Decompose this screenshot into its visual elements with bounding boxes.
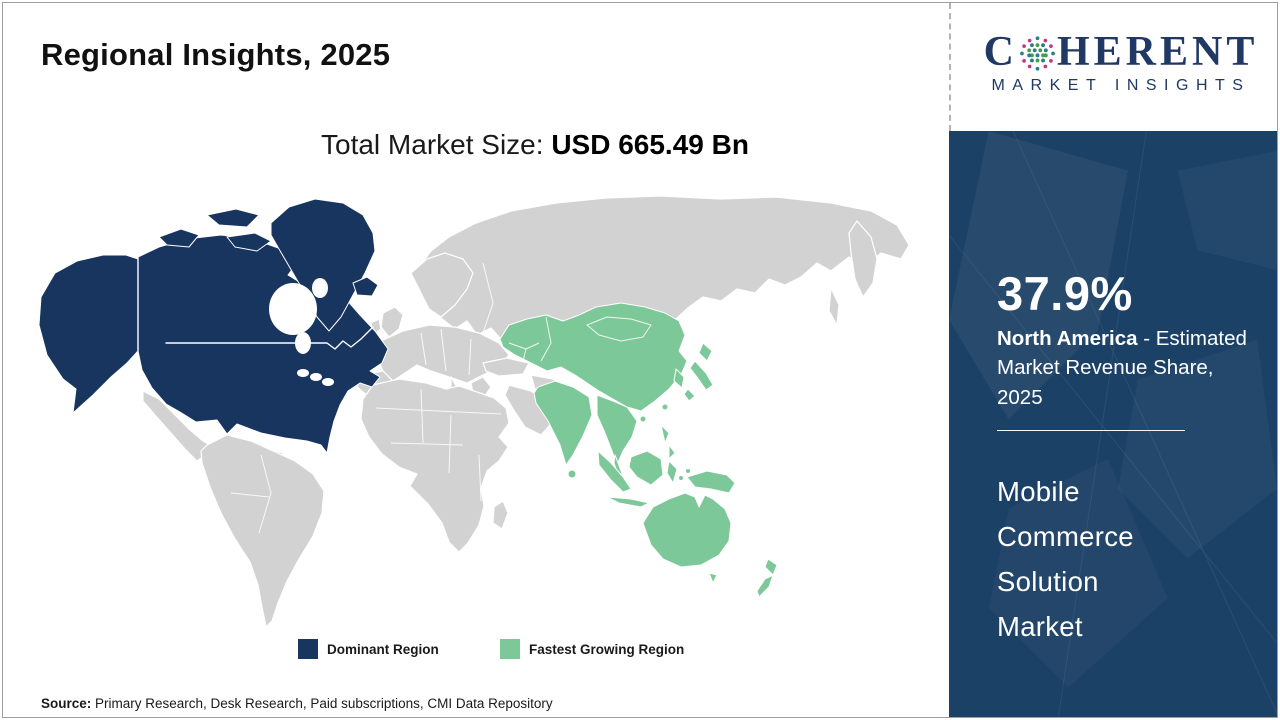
coherent-market-insights-logo: C HERENT MARKET INSIGHTS [975,31,1267,95]
legend-label-dominant: Dominant Region [327,641,439,657]
sidebar-divider [997,429,1185,431]
logo-wordmark: C HERENT [975,31,1267,73]
sidebar-content: 37.9% North America - Estimated Market R… [949,131,1277,649]
sidebar-map-texture [949,131,1277,717]
source-text: Primary Research, Desk Research, Paid su… [91,696,553,711]
legend-swatch-fastest-growing [500,639,520,659]
dashed-divider [949,3,951,131]
legend-item-fastest-growing: Fastest Growing Region [500,639,684,659]
logo-letter-c: C [983,29,1018,75]
legend-item-dominant: Dominant Region [298,639,439,659]
market-name: Mobile Commerce Solution Market [997,475,1134,642]
region-other-land [142,195,910,628]
right-sidebar: 37.9% North America - Estimated Market R… [949,131,1277,717]
region-north-america [38,198,389,454]
world-map [31,193,921,628]
source-label: Source: [41,696,92,711]
total-market-size-value: USD 665.49 Bn [551,129,749,160]
revenue-share-value: 37.9% [997,267,1133,320]
legend-label-fastest-growing: Fastest Growing Region [529,641,685,657]
revenue-share-description: North America - Estimated Market Revenue… [997,324,1259,411]
legend-swatch-dominant [298,639,318,659]
logo-letters-rest: HERENT [1056,29,1259,75]
region-asia-pacific [499,302,778,598]
page-title: Regional Insights, 2025 [41,37,391,72]
revenue-share-region: North America [997,327,1138,351]
logo-globe-icon [1019,35,1056,72]
logo-subtitle: MARKET INSIGHTS [991,77,1251,94]
revenue-share-text: - Estimated Market Revenue Share, 2025 [997,327,1247,409]
world-map-svg [38,195,910,628]
total-market-size: Total Market Size: USD 665.49 Bn [321,129,749,161]
source-line: Source: Primary Research, Desk Research,… [41,696,553,711]
total-market-size-label: Total Market Size: [321,129,552,160]
